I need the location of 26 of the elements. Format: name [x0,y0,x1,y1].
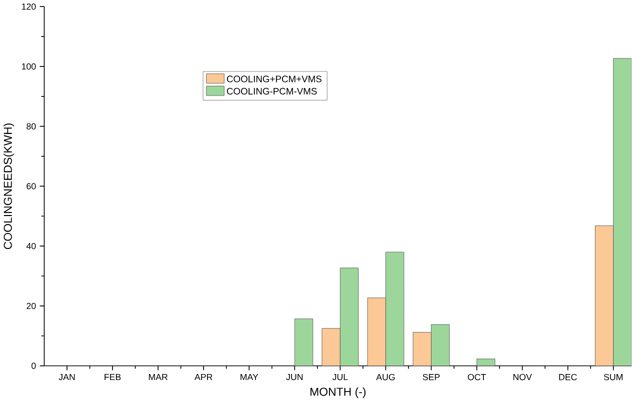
x-tick-label: JUL [332,374,348,380]
bar [294,318,314,366]
x-axis-title: MONTH (-) [310,388,366,398]
y-tick-label: 100 [22,64,36,70]
y-axis-title: COOLINGNEEDS(KWH) [3,124,14,250]
y-tick-label: 20 [26,303,36,310]
x-tick-label: DEC [559,374,577,380]
x-tick-label: OCT [468,374,486,380]
x-tick-label: MAY [240,374,258,380]
x-tick-label: APR [194,374,212,380]
x-tick-label: AUG [376,374,395,380]
y-tick-label: 0 [32,362,36,370]
y-tick-label: 40 [26,243,36,250]
legend-label: COOLING-PCM-VMS [226,88,317,95]
x-tick-label: JAN [58,374,75,380]
x-tick-label: JUN [286,374,303,380]
x-tick-label: FEB [104,374,121,380]
bar [476,358,496,366]
y-tick-label: 120 [22,4,36,10]
y-tick-label: 80 [26,123,36,130]
x-tick-label: NOV [513,374,532,380]
x-tick-label: SEP [422,374,440,380]
x-tick-label: MAR [148,374,168,380]
x-tick-label: SUM [604,374,622,380]
legend-label: COOLING+PCM+VMS [226,76,322,83]
y-tick-label: 60 [26,183,36,190]
